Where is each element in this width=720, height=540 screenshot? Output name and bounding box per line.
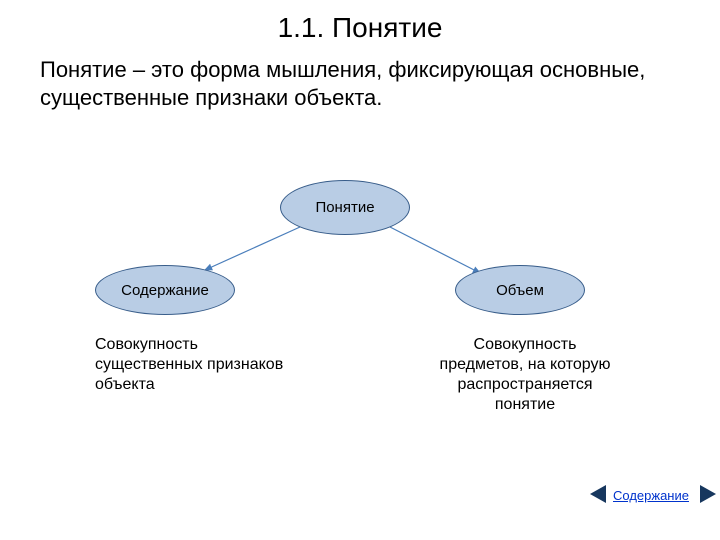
toc-link[interactable]: Содержание xyxy=(613,488,689,503)
node-left-label: Содержание xyxy=(121,282,209,299)
nav-arrow-right-icon[interactable] xyxy=(700,485,716,503)
node-left: Содержание xyxy=(95,265,235,315)
desc-right: Совокупность предметов, на которую распр… xyxy=(430,335,620,415)
page-title: 1.1. Понятие xyxy=(0,0,720,44)
edge-root-right xyxy=(390,227,480,273)
node-right: Объем xyxy=(455,265,585,315)
edge-root-left xyxy=(205,227,300,270)
node-root-label: Понятие xyxy=(315,199,374,216)
definition-text: Понятие – это форма мышления, фиксирующа… xyxy=(0,44,720,111)
concept-diagram: Понятие Содержание Объем Совокупность су… xyxy=(0,180,720,480)
nav-arrow-left-icon[interactable] xyxy=(590,485,606,503)
desc-left: Совокупность существенных признаков объе… xyxy=(95,335,285,395)
node-root: Понятие xyxy=(280,180,410,235)
node-right-label: Объем xyxy=(496,282,544,299)
